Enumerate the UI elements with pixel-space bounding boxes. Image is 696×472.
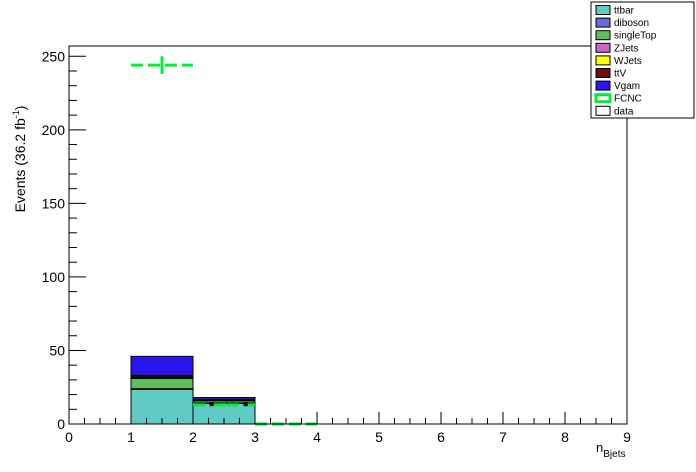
x-tick-label: 1 <box>127 429 135 445</box>
x-axis-ticks: 0 1 2 3 4 5 6 7 8 9 <box>65 412 631 445</box>
y-tick-label: 200 <box>42 122 66 138</box>
legend-swatch-diboson <box>595 17 611 28</box>
y-axis-label-close: ) <box>12 106 28 111</box>
legend-label: ttV <box>614 69 627 80</box>
legend-swatch-ZJets <box>595 42 611 53</box>
x-tick-label: 6 <box>437 429 445 445</box>
y-tick-label: 0 <box>57 416 65 432</box>
stacked-bars <box>130 355 256 425</box>
y-tick-label: 100 <box>42 269 66 285</box>
legend-swatch-singleTop <box>595 30 611 41</box>
x-tick-label: 2 <box>189 429 197 445</box>
x-tick-label: 5 <box>375 429 383 445</box>
x-tick-label: 3 <box>251 429 259 445</box>
y-axis-ticks: 0 50 100 150 200 250 <box>42 48 86 432</box>
x-tick-label: 9 <box>623 429 631 445</box>
legend-swatch-FCNC <box>594 93 612 104</box>
y-tick-label: 50 <box>49 342 65 358</box>
x-tick-label: 4 <box>313 429 321 445</box>
legend-label: FCNC <box>614 94 642 105</box>
legend-swatch-ttbar <box>595 5 611 15</box>
bar-singleTop-bin-1 <box>130 377 194 390</box>
legend-label: data <box>614 106 634 117</box>
legend-label: Vgam <box>614 81 640 92</box>
legend-swatch-ttV <box>595 68 611 78</box>
legend-label: ttbar <box>614 6 635 17</box>
data-points <box>209 402 248 407</box>
y-tick-label: 150 <box>42 195 66 211</box>
legend-label: singleTop <box>614 31 657 42</box>
x-tick-label: 7 <box>499 429 507 445</box>
legend-swatch-Vgam <box>595 80 611 91</box>
x-axis-label-main: n <box>596 440 603 455</box>
y-axis-label-main: Events (36.2 fb <box>12 118 28 212</box>
bar-Vgam-bin-1 <box>130 355 194 376</box>
x-tick-label: 0 <box>65 429 73 445</box>
legend-label: WJets <box>614 56 642 67</box>
legend-swatch-data <box>595 105 611 116</box>
legend-swatch-WJets <box>595 55 611 66</box>
y-tick-label: 250 <box>42 48 66 64</box>
y-axis-label: Events (36.2 fb-1) <box>11 106 28 213</box>
x-axis-label: nBjets <box>596 440 625 460</box>
x-axis-label-sub: Bjets <box>603 449 625 460</box>
bar-Vgam-bin-2 <box>192 397 256 401</box>
legend-label: diboson <box>614 18 649 29</box>
data-point-1 <box>243 402 248 407</box>
data-point-0 <box>209 402 214 407</box>
y-axis-label-sup: -1 <box>11 110 21 118</box>
legend-label: ZJets <box>614 43 638 54</box>
x-tick-label: 8 <box>561 429 569 445</box>
